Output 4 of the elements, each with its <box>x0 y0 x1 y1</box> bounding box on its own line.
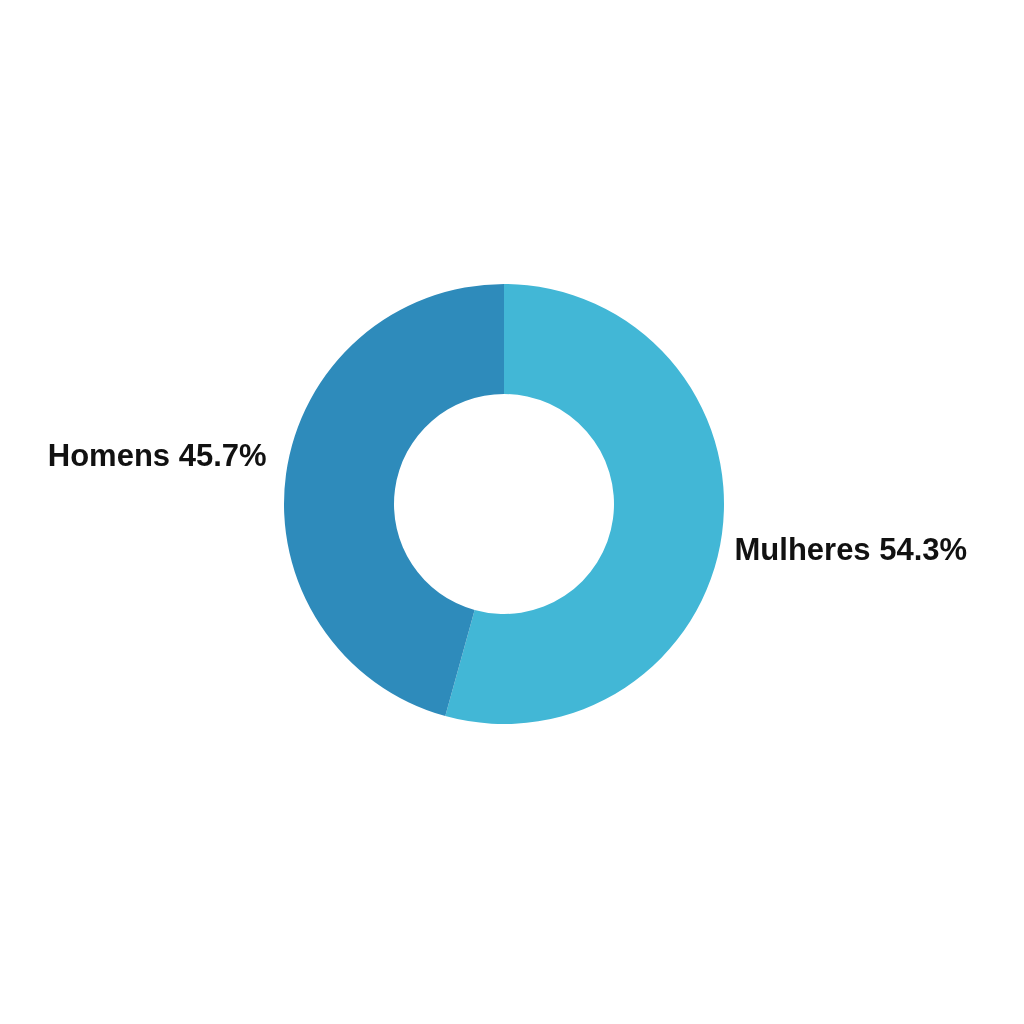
donut-slice <box>284 284 504 717</box>
slice-label: Mulheres 54.3% <box>734 532 968 568</box>
slice-label: Homens 45.7% <box>47 437 267 473</box>
donut-slice <box>445 284 724 724</box>
